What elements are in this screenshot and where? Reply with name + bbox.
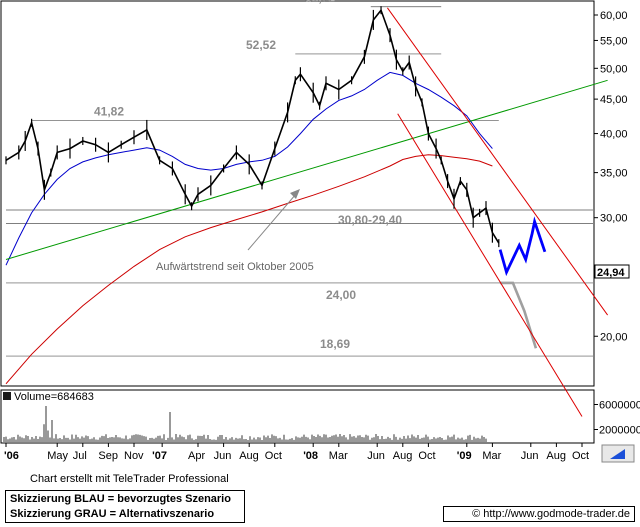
ma-red-line xyxy=(5,154,493,385)
x-tick-label: Apr xyxy=(188,450,205,462)
annotation-arrow-line xyxy=(247,193,297,251)
last-price-box xyxy=(594,264,630,279)
x-tick-label: '07 xyxy=(152,450,167,462)
credit-link[interactable]: © http://www.godmode-trader.de xyxy=(443,506,635,522)
y-tick-label: 40,00 xyxy=(600,129,628,141)
source-note: Chart erstellt mit TeleTrader Profession… xyxy=(30,473,229,485)
level-label: 18,69 xyxy=(320,337,350,351)
x-tick-label: '08 xyxy=(303,450,318,462)
x-tick-label: Aug xyxy=(239,450,259,462)
y-tick-label: 20,00 xyxy=(600,331,628,343)
scroll-arrow-button[interactable] xyxy=(601,444,635,463)
x-tick-label: May xyxy=(47,450,68,462)
x-tick-label: Aug xyxy=(393,450,413,462)
x-tick-label: '09 xyxy=(457,450,472,462)
volume-legend: Volume=684683 xyxy=(14,391,94,403)
x-tick-label: Oct xyxy=(418,450,435,462)
y-tick-label: 30,00 xyxy=(600,213,628,225)
x-tick-label: Nov xyxy=(124,450,144,462)
x-tick-label: Oct xyxy=(265,450,282,462)
level-label: 24,00 xyxy=(326,288,356,302)
x-tick-label: '06 xyxy=(4,450,19,462)
y-tick-label: 55,00 xyxy=(600,35,628,47)
x-tick-label: Jun xyxy=(367,450,385,462)
last-price-label: 24,94 xyxy=(597,267,625,279)
volume-panel xyxy=(0,389,595,444)
y-tick-label: 60,00 xyxy=(600,10,628,22)
price-chart: 60,0055,0050,0045,0040,0035,0030,0025,00… xyxy=(0,0,640,485)
volume-tick-label: 2000000 xyxy=(599,425,640,437)
level-label: 30,80-29,40 xyxy=(338,213,402,227)
volume-legend-swatch xyxy=(3,392,11,400)
x-tick-label: Jul xyxy=(73,450,87,462)
x-tick-label: Aug xyxy=(546,450,566,462)
grey-scenario-line xyxy=(500,281,538,349)
x-tick-label: Oct xyxy=(572,450,589,462)
level-label: 61,72 xyxy=(305,0,335,5)
volume-tick-label: 6000000 xyxy=(599,400,640,412)
legend-grey: Skizzierung GRAU = Alternativszenario xyxy=(10,508,215,520)
level-label: 52,52 xyxy=(246,38,276,52)
x-tick-label: Jun xyxy=(521,450,539,462)
y-tick-label: 45,00 xyxy=(600,94,628,106)
scenario-legend: Skizzierung BLAU = bevorzugtes Szenario … xyxy=(5,490,245,523)
arrow-icon xyxy=(610,449,625,459)
level-label: 41,82 xyxy=(94,105,124,119)
channel-lower-red-line xyxy=(397,113,583,417)
arrow-icon xyxy=(290,189,300,199)
y-tick-label: 35,00 xyxy=(600,168,628,180)
x-tick-label: Mar xyxy=(482,450,501,462)
uptrend-green-line xyxy=(5,79,608,260)
legend-blue: Skizzierung BLAU = bevorzugtes Szenario xyxy=(10,493,231,505)
channel-upper-red-line xyxy=(386,7,609,316)
x-tick-label: Mar xyxy=(329,450,348,462)
y-tick-label: 50,00 xyxy=(600,63,628,75)
blue-scenario-line xyxy=(498,216,547,277)
x-tick-label: Jun xyxy=(214,450,232,462)
annotation-text: Aufwärtstrend seit Oktober 2005 xyxy=(156,261,314,273)
x-tick-label: Sep xyxy=(98,450,118,462)
